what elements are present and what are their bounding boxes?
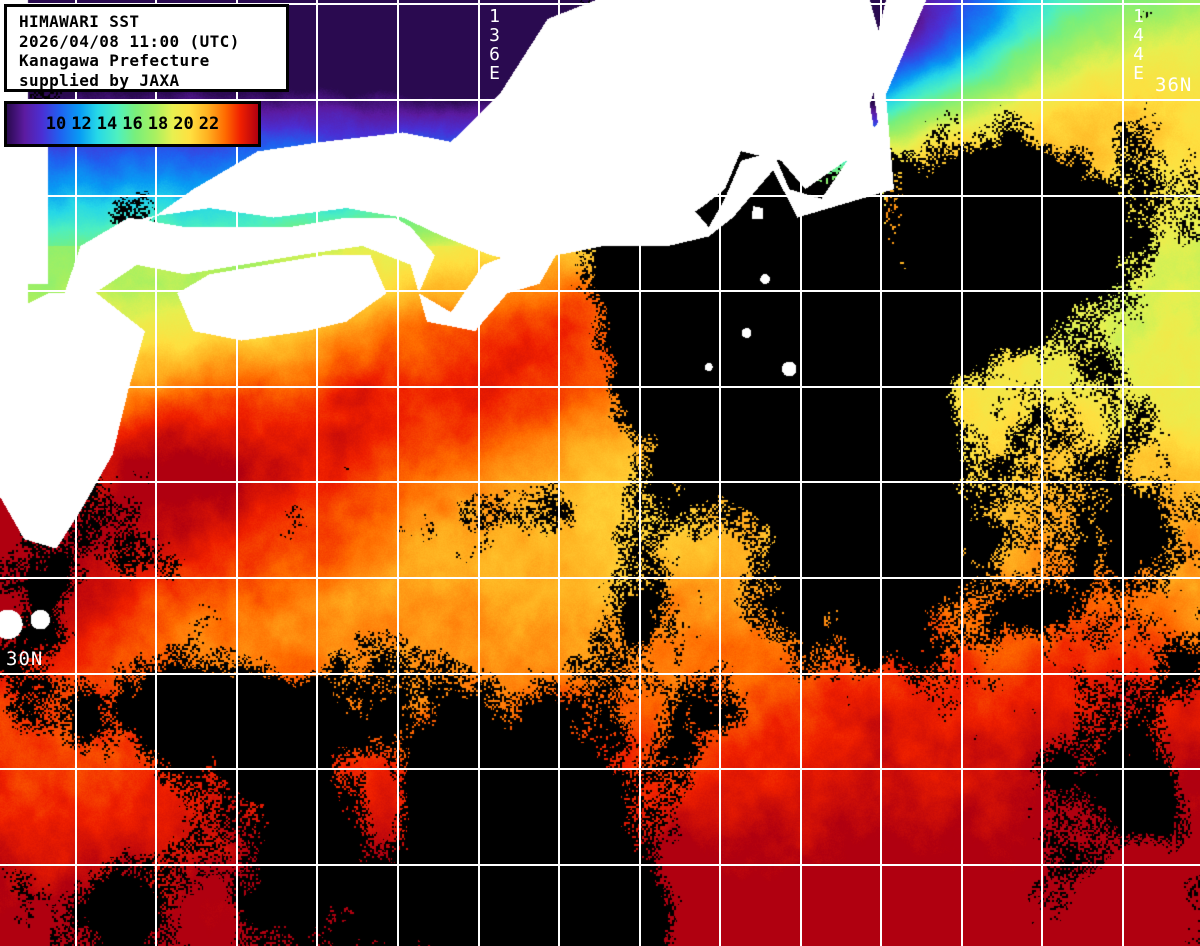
colorbar-gradient-strip: [7, 104, 258, 144]
title-line-provider-region: Kanagawa Prefecture: [19, 51, 210, 70]
colorbar-tick-labels: 10 12 14 16 18 20 22: [7, 104, 258, 144]
colorbar-tick-10: 10: [45, 114, 67, 134]
title-info-box: HIMAWARI SST 2026/04/08 11:00 (UTC) Kana…: [4, 4, 289, 92]
title-line-datetime: 2026/04/08 11:00 (UTC): [19, 31, 240, 51]
colorbar-tick-22: 22: [198, 114, 220, 134]
colorbar-tick-16: 16: [122, 114, 143, 134]
title-line-supplier: supplied by JAXA: [19, 70, 180, 90]
colorbar-tick-18: 18: [147, 114, 169, 134]
colorbar-tick-14: 14: [96, 114, 118, 134]
colorbar-tick-12: 12: [71, 114, 92, 134]
colorbar-tick-20: 20: [173, 114, 194, 134]
title-line-product: HIMAWARI SST: [19, 12, 140, 31]
temperature-colorbar: 10 12 14 16 18 20 22: [4, 101, 261, 147]
